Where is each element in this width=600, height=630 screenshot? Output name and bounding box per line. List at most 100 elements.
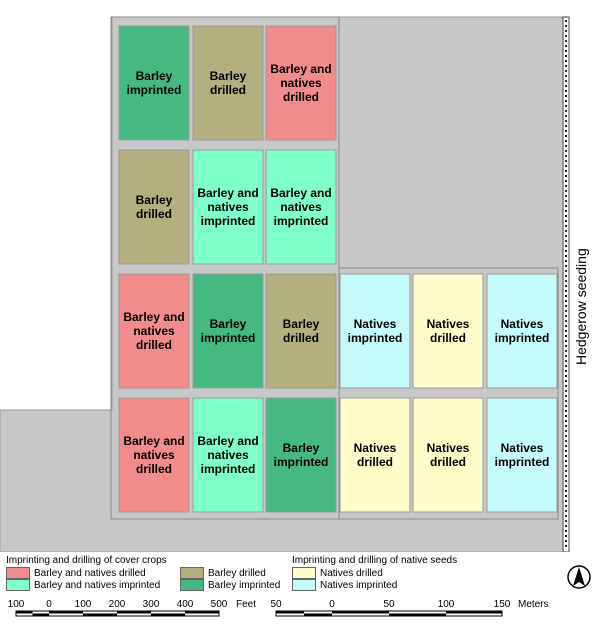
plot-natives-drilled: Natives drilled	[339, 397, 411, 513]
plot-label-line: drilled	[136, 338, 172, 352]
scale-tick-label: 0	[329, 599, 335, 610]
legend-label: Barley and natives drilled	[34, 567, 146, 579]
scale-tick-label: 50	[270, 599, 282, 610]
scale-bar-segment	[276, 611, 304, 614]
plot-label-line: drilled	[283, 90, 319, 104]
plot-rect	[118, 149, 190, 265]
plot-label-line: imprinted	[201, 462, 256, 476]
plot-label-line: Natives	[501, 441, 544, 455]
plot-label-line: Barley	[283, 441, 320, 455]
legend-item: Barley and natives imprinted	[6, 579, 160, 591]
plot-label-line: Barley and	[197, 434, 258, 448]
plot-label-line: drilled	[210, 83, 246, 97]
scale-tick-label: 500	[211, 599, 228, 610]
plot-natives-imprinted: Natives imprinted	[486, 273, 558, 389]
plot-label: Natives imprinted	[495, 317, 550, 345]
plot-rect	[192, 397, 264, 513]
plot-block-outline-east	[338, 267, 559, 520]
plot-label-line: Barley	[136, 193, 173, 207]
plot-rect	[486, 273, 558, 389]
plot-rect	[265, 273, 337, 389]
plot-barley-natives-drilled: Barley and natives drilled	[118, 397, 190, 513]
plot-label-line: natives	[207, 200, 249, 214]
scale-bar-feet: 100 0 100 200 300 400 500 Feet	[8, 599, 256, 617]
legend-swatch	[292, 567, 316, 579]
legend-label: Barley drilled	[208, 567, 266, 579]
legend: Imprinting and drilling of cover crops B…	[0, 552, 600, 630]
scale-unit: Feet	[236, 599, 256, 610]
plot-barley-drilled: Barley drilled	[118, 149, 190, 265]
plot-label: Barley imprinted	[201, 317, 256, 345]
plot-label-line: Barley and	[270, 62, 331, 76]
plot-label-line: imprinted	[495, 455, 550, 469]
plot-label-line: Barley and	[123, 310, 184, 324]
north-arrow-pointer	[573, 567, 585, 586]
scale-bar-segment	[185, 611, 219, 614]
plot-label-line: Barley and	[123, 434, 184, 448]
plot-rect	[192, 273, 264, 389]
scale-bar-segment	[389, 613, 446, 616]
north-arrow-icon	[567, 565, 591, 589]
scale-bar-segment	[304, 613, 332, 616]
scale-unit: Meters	[518, 599, 549, 610]
plot-label-line: Natives	[427, 317, 470, 331]
plot-label-line: imprinted	[348, 331, 403, 345]
plot-label-line: Barley and	[270, 186, 331, 200]
plot-label: Natives imprinted	[348, 317, 403, 345]
plot-label: Barley drilled	[136, 193, 173, 221]
plot-label-line: imprinted	[127, 83, 182, 97]
plot-barley-drilled: Barley drilled	[265, 273, 337, 389]
plot-label: Barley and natives imprinted	[197, 186, 258, 228]
scale-bar-meters: 50 0 50 100 150 Meters	[270, 599, 549, 617]
plot-rect	[412, 397, 484, 513]
scale-bar-segment	[32, 613, 49, 616]
plot-label-line: Barley	[210, 317, 247, 331]
plot-rect	[265, 397, 337, 513]
plot-rect	[118, 397, 190, 513]
scale-bar-segment	[16, 611, 33, 614]
legend-swatch	[6, 579, 30, 591]
legend-item: Barley imprinted	[180, 579, 280, 591]
plot-label: Barley and natives imprinted	[197, 434, 258, 476]
plot-label: Barley and natives drilled	[123, 310, 184, 352]
plot-label-line: natives	[280, 200, 322, 214]
plot-label: Barley and natives drilled	[270, 62, 331, 104]
hedgerow-label: Hedgerow seeding	[573, 248, 589, 365]
plot-barley-natives-drilled: Barley and natives drilled	[265, 25, 337, 141]
scale-tick-label: 200	[109, 599, 126, 610]
legend-swatch	[292, 579, 316, 591]
legend-label: Barley imprinted	[208, 579, 281, 591]
scale-bar-segment	[332, 611, 389, 614]
scale-tick-label: 400	[177, 599, 194, 610]
legend-item: Barley and natives drilled	[6, 567, 146, 579]
plot-label: Barley drilled	[210, 69, 247, 97]
plot-label-line: imprinted	[495, 331, 550, 345]
plot-label-line: imprinted	[274, 455, 329, 469]
plot-barley-natives-imprinted: Barley and natives imprinted	[265, 149, 337, 265]
plot-rect	[486, 397, 558, 513]
plot-label-line: Barley	[210, 69, 247, 83]
plot-barley-drilled: Barley drilled	[192, 25, 264, 141]
plot-label-line: Barley	[283, 317, 320, 331]
scale-bar-segment	[117, 611, 151, 614]
legend-label: Natives imprinted	[320, 579, 398, 591]
legend-label: Barley and natives imprinted	[34, 579, 161, 591]
plot-rect	[118, 273, 190, 389]
scale-bar-segment	[446, 611, 502, 614]
legend-item: Natives imprinted	[292, 579, 397, 591]
plot-label: Barley imprinted	[127, 69, 182, 97]
plot-label: Natives drilled	[427, 317, 470, 345]
legend-native-title: Imprinting and drilling of native seeds	[292, 555, 458, 566]
plot-natives-drilled: Natives drilled	[412, 397, 484, 513]
plot-rect	[412, 273, 484, 389]
plot-rect	[265, 25, 337, 141]
plot-rect	[339, 397, 411, 513]
plot-label-line: Natives	[354, 317, 397, 331]
plot-label: Barley imprinted	[274, 441, 329, 469]
legend-label: Natives drilled	[320, 567, 383, 579]
scale-bar-segment	[49, 611, 83, 614]
plot-barley-imprinted: Barley imprinted	[192, 273, 264, 389]
plot-label-line: natives	[280, 76, 322, 90]
plot-label-line: drilled	[136, 462, 172, 476]
